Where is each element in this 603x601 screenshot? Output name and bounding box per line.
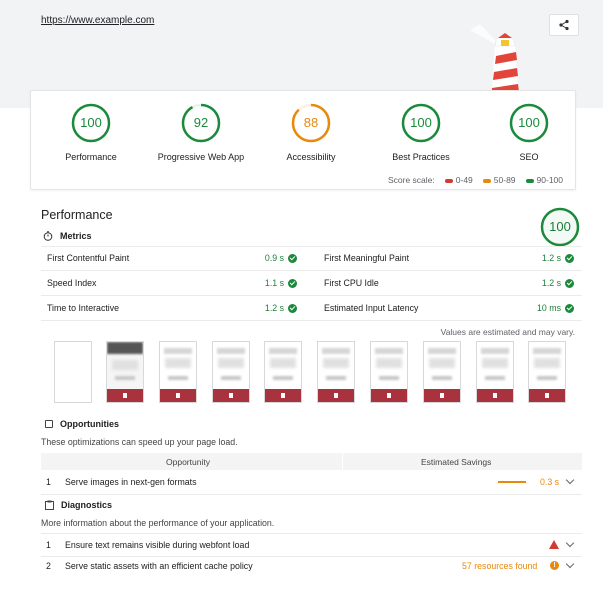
performance-score: 100 — [549, 219, 571, 234]
pass-check-icon — [288, 303, 297, 313]
opportunities-header: Opportunities — [45, 419, 119, 429]
performance-score-ring: 100 — [540, 207, 580, 247]
share-button[interactable] — [549, 14, 579, 36]
gauge-score: 100 — [410, 115, 432, 130]
diagnostic-row[interactable]: 2 Serve static assets with an efficient … — [41, 555, 582, 577]
info-icon: ! — [550, 561, 559, 570]
score-ring: 100 — [509, 103, 549, 143]
metric-speed-index: Speed Index 1.1 s — [47, 271, 297, 295]
metric-first-meaningful-paint: First Meaningful Paint 1.2 s — [324, 246, 574, 270]
warning-icon — [549, 540, 559, 549]
column-estimated-savings: Estimated Savings — [421, 457, 492, 467]
score-scale-legend: Score scale: 0-49 50-89 90-100 — [388, 175, 563, 185]
filmstrip-frame — [54, 341, 92, 403]
gauge-label: Performance — [65, 152, 117, 162]
diagnostics-header: Diagnostics — [45, 500, 112, 510]
gauge-seo[interactable]: 100 SEO — [474, 103, 584, 162]
pass-check-icon — [288, 253, 297, 263]
performance-title: Performance — [41, 208, 113, 222]
gauge-accessibility[interactable]: 88 Accessibility — [256, 103, 366, 162]
gauge-label: SEO — [519, 152, 539, 162]
resources-found-text: 57 resources found — [462, 561, 538, 571]
score-ring: 92 — [181, 103, 221, 143]
stopwatch-icon — [43, 231, 53, 241]
scale-pass: 90-100 — [525, 175, 563, 185]
diagnostics-description: More information about the performance o… — [41, 518, 275, 528]
gauge-pwa[interactable]: 92 Progressive Web App — [146, 103, 256, 162]
chevron-down-icon[interactable] — [565, 475, 575, 485]
filmstrip-frame — [528, 341, 566, 403]
chevron-down-icon[interactable] — [565, 538, 575, 548]
gauge-score: 92 — [193, 115, 209, 130]
estimate-note: Values are estimated and may vary. — [440, 327, 575, 337]
filmstrip-frame — [370, 341, 408, 403]
filmstrip-frame — [212, 341, 250, 403]
pass-check-icon — [565, 253, 574, 263]
opportunity-row[interactable]: 1 Serve images in next-gen formats 0.3 s — [41, 471, 582, 493]
metric-first-cpu-idle: First CPU Idle 1.2 s — [324, 271, 574, 295]
score-summary-card: 100 Performance 92 Progressive Web App 8… — [30, 90, 576, 190]
filmstrip-frame — [264, 341, 302, 403]
filmstrip-frame — [106, 341, 144, 403]
filmstrip-frame — [159, 341, 197, 403]
clipboard-icon — [45, 500, 54, 510]
gauge-score: 100 — [80, 115, 102, 130]
opportunity-table-header: Opportunity Estimated Savings — [41, 453, 582, 470]
gauge-label: Best Practices — [392, 152, 450, 162]
savings-bar — [498, 481, 526, 483]
column-opportunity: Opportunity — [166, 457, 210, 467]
gauge-score: 88 — [303, 115, 319, 130]
divider — [41, 533, 582, 534]
divider — [41, 246, 582, 247]
share-icon — [559, 19, 569, 31]
diagnostic-row[interactable]: 1 Ensure text remains visible during web… — [41, 534, 582, 556]
divider — [41, 320, 582, 321]
divider — [41, 556, 582, 557]
page-url-link[interactable]: https://www.example.com — [41, 15, 155, 26]
metric-estimated-input-latency: Estimated Input Latency 10 ms — [324, 296, 574, 320]
opportunities-description: These optimizations can speed up your pa… — [41, 437, 238, 447]
score-ring: 100 — [401, 103, 441, 143]
divider — [41, 270, 582, 271]
score-ring: 88 — [291, 103, 331, 143]
chevron-down-icon[interactable] — [565, 559, 575, 569]
divider — [41, 494, 582, 495]
filmstrip-frame — [423, 341, 461, 403]
opportunities-title: Opportunities — [60, 419, 119, 429]
pass-check-icon — [565, 278, 574, 288]
gauge-label: Accessibility — [286, 152, 336, 162]
scale-fail: 0-49 — [444, 175, 473, 185]
metrics-header: Metrics — [43, 231, 92, 241]
gauge-score: 100 — [518, 115, 540, 130]
gauge-performance[interactable]: 100 Performance — [36, 103, 146, 162]
gauge-best-practices[interactable]: 100 Best Practices — [366, 103, 476, 162]
pass-check-icon — [565, 303, 574, 313]
metrics-label: Metrics — [60, 231, 92, 241]
pass-check-icon — [288, 278, 297, 288]
scale-average: 50-89 — [482, 175, 516, 185]
gauge-label: Progressive Web App — [157, 152, 245, 162]
score-scale-label: Score scale: — [387, 175, 435, 185]
filmstrip-frame — [317, 341, 355, 403]
metric-time-to-interactive: Time to Interactive 1.2 s — [47, 296, 297, 320]
diagnostics-title: Diagnostics — [61, 500, 113, 510]
score-ring: 100 — [71, 103, 111, 143]
filmstrip-frame — [476, 341, 514, 403]
opportunities-icon — [45, 420, 53, 428]
divider — [41, 295, 582, 296]
metric-first-contentful-paint: First Contentful Paint 0.9 s — [47, 246, 297, 270]
